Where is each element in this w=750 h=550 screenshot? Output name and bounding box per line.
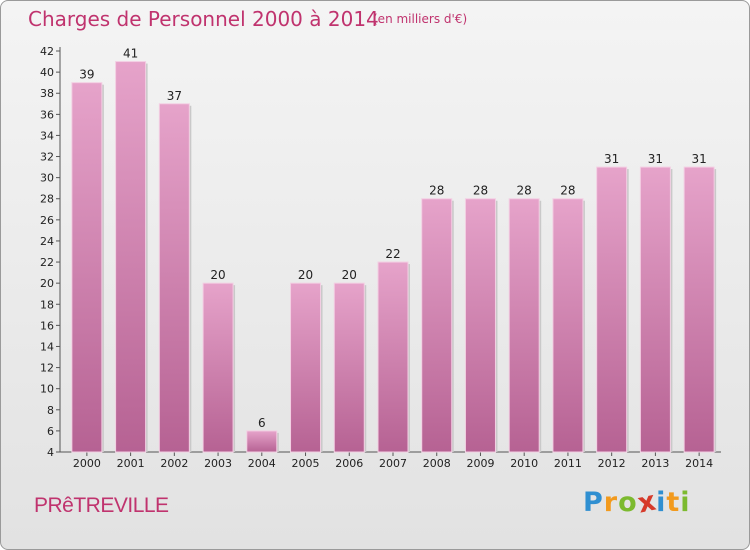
value-label: 28 bbox=[473, 184, 488, 198]
value-label: 20 bbox=[342, 268, 357, 282]
value-label: 37 bbox=[167, 89, 182, 103]
y-tick-label: 32 bbox=[40, 151, 54, 164]
y-tick-label: 26 bbox=[40, 214, 54, 227]
value-label: 22 bbox=[385, 247, 400, 261]
x-tick-label: 2001 bbox=[117, 457, 145, 470]
logo-letter: i bbox=[656, 487, 667, 518]
bar-2006 bbox=[333, 282, 365, 453]
bar-2009 bbox=[464, 198, 496, 453]
x-tick-label: 2007 bbox=[379, 457, 407, 470]
bar-2012 bbox=[596, 166, 628, 453]
bar-2000 bbox=[71, 82, 103, 453]
y-tick-label: 6 bbox=[47, 425, 54, 438]
chart-labels: 39 2000 41 2001 37 2002 20 2003 6 2004 20 2005 20 200… bbox=[73, 47, 713, 470]
value-label: 28 bbox=[517, 184, 532, 198]
value-label: 20 bbox=[210, 268, 225, 282]
bar-2010 bbox=[508, 198, 540, 453]
y-tick-label: 20 bbox=[40, 277, 54, 290]
bar-2014 bbox=[683, 166, 715, 453]
bar-2011 bbox=[552, 198, 584, 453]
chart-subtitle: (en milliers d'€) bbox=[373, 12, 468, 26]
bar-2002 bbox=[158, 103, 190, 453]
x-tick-label: 2009 bbox=[466, 457, 494, 470]
logo-letter: P bbox=[583, 487, 604, 518]
x-tick-label: 2002 bbox=[160, 457, 188, 470]
x-tick-label: 2004 bbox=[248, 457, 276, 470]
y-tick-label: 24 bbox=[40, 235, 54, 248]
bar-2005 bbox=[290, 282, 322, 453]
x-tick-label: 2003 bbox=[204, 457, 232, 470]
value-label: 28 bbox=[560, 184, 575, 198]
x-tick-label: 2013 bbox=[641, 457, 669, 470]
value-label: 39 bbox=[79, 68, 94, 82]
value-label: 31 bbox=[691, 152, 706, 166]
bar-2004 bbox=[246, 430, 278, 453]
bar-2007 bbox=[377, 261, 409, 453]
logo-letter: t bbox=[666, 487, 681, 518]
proxiti-logo: Proxiti bbox=[583, 485, 691, 519]
y-tick-label: 4 bbox=[47, 446, 54, 459]
x-tick-label: 2005 bbox=[292, 457, 320, 470]
y-tick-label: 34 bbox=[40, 129, 54, 142]
y-tick-label: 10 bbox=[40, 383, 54, 396]
value-label: 41 bbox=[123, 47, 138, 61]
x-tick-label: 2000 bbox=[73, 457, 101, 470]
y-tick-label: 42 bbox=[40, 45, 54, 58]
y-tick-label: 40 bbox=[40, 66, 54, 79]
y-tick-label: 12 bbox=[40, 362, 54, 375]
x-tick-label: 2014 bbox=[685, 457, 713, 470]
bar-2003 bbox=[202, 282, 234, 453]
bar-2008 bbox=[421, 198, 453, 453]
y-tick-label: 38 bbox=[40, 87, 54, 100]
value-label: 28 bbox=[429, 184, 444, 198]
bar-2013 bbox=[639, 166, 671, 453]
value-label: 6 bbox=[258, 416, 266, 430]
value-label: 20 bbox=[298, 268, 313, 282]
y-tick-label: 16 bbox=[40, 319, 54, 332]
logo-letter: o bbox=[618, 487, 638, 518]
y-tick-label: 36 bbox=[40, 108, 54, 121]
y-tick-label: 14 bbox=[40, 340, 54, 353]
x-tick-label: 2012 bbox=[598, 457, 626, 470]
chart-title: Charges de Personnel 2000 à 2014 bbox=[28, 7, 379, 31]
y-tick-label: 22 bbox=[40, 256, 54, 269]
x-tick-label: 2008 bbox=[423, 457, 451, 470]
y-tick-label: 28 bbox=[40, 193, 54, 206]
chart-bars bbox=[71, 61, 717, 453]
logo-letter: r bbox=[603, 487, 619, 518]
logo-letter: i bbox=[680, 487, 691, 518]
y-tick-label: 18 bbox=[40, 298, 54, 311]
value-label: 31 bbox=[648, 152, 663, 166]
chart-axes: 4 6 8 10 12 14 16 18 20 22 24 26 28 30 32 34 36 38 40 42 bbox=[40, 45, 721, 459]
bar-2001 bbox=[115, 61, 147, 453]
commune-name: PRêTREVILLE bbox=[34, 494, 169, 517]
y-tick-label: 30 bbox=[40, 172, 54, 185]
y-tick-label: 8 bbox=[47, 404, 54, 417]
x-tick-label: 2010 bbox=[510, 457, 538, 470]
value-label: 31 bbox=[604, 152, 619, 166]
x-tick-label: 2011 bbox=[554, 457, 582, 470]
x-tick-label: 2006 bbox=[335, 457, 363, 470]
